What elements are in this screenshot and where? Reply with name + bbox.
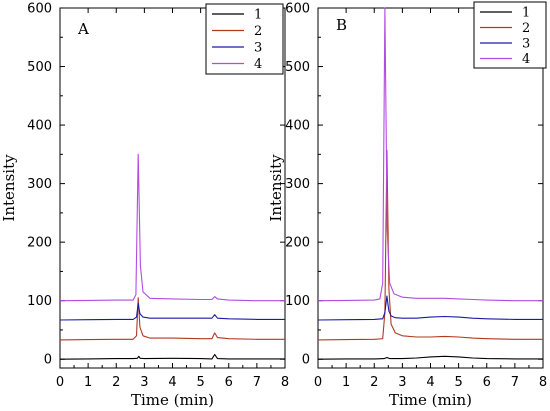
series-line-4	[59, 153, 285, 302]
y-tick-label: 100	[27, 294, 52, 309]
x-tick-label: 2	[370, 375, 378, 390]
x-tick-label: 8	[281, 375, 289, 390]
legend-label-1: 1	[522, 6, 530, 21]
x-tick-label: 0	[314, 375, 322, 390]
legend-label-3: 3	[522, 37, 530, 52]
series-line-3	[59, 303, 285, 321]
legend-label-2: 2	[522, 21, 530, 36]
x-tick-label: 6	[483, 375, 491, 390]
x-tick-label: 5	[196, 375, 204, 390]
y-tick-label: 400	[27, 119, 52, 134]
x-tick-label: 2	[112, 375, 120, 390]
series-line-2	[59, 297, 285, 341]
x-tick-label: 7	[511, 375, 519, 390]
x-tick-label: 7	[253, 375, 261, 390]
panel-label: A	[77, 20, 89, 38]
x-tick-label: 8	[539, 375, 547, 390]
y-tick-label: 100	[285, 294, 310, 309]
y-axis-title: Intensity	[0, 154, 18, 222]
y-tick-label: 0	[44, 353, 52, 368]
x-tick-label: 3	[140, 375, 148, 390]
x-tick-label: 6	[225, 375, 233, 390]
y-tick-label: 200	[285, 236, 310, 251]
series-line-2	[317, 149, 543, 341]
series-line-4	[317, 7, 543, 302]
series-line-1	[317, 355, 543, 360]
legend-label-3: 3	[254, 41, 262, 56]
x-axis-title: Time (min)	[131, 391, 214, 409]
y-tick-label: 600	[285, 2, 310, 17]
legend-label-4: 4	[254, 57, 262, 72]
legend-box	[205, 3, 284, 75]
x-tick-label: 0	[56, 375, 64, 390]
x-tick-label: 4	[168, 375, 176, 390]
y-tick-label: 200	[27, 236, 52, 251]
y-axis-title: Intensity	[267, 154, 285, 222]
y-tick-label: 300	[27, 177, 52, 192]
y-tick-label: 500	[285, 60, 310, 75]
x-tick-label: 1	[342, 375, 350, 390]
y-tick-label: 500	[27, 60, 52, 75]
y-tick-label: 300	[285, 177, 310, 192]
legend-label-4: 4	[522, 52, 530, 67]
series-line-3	[317, 295, 543, 321]
x-tick-label: 5	[454, 375, 462, 390]
legend: 12 34	[205, 3, 284, 75]
series-line-1	[59, 353, 285, 360]
legend-box	[473, 1, 547, 69]
x-axis-title: Time (min)	[389, 391, 472, 409]
x-tick-label: 1	[84, 375, 92, 390]
legend-label-1: 1	[254, 8, 262, 23]
legend-label-2: 2	[254, 24, 262, 39]
x-tick-label: 3	[398, 375, 406, 390]
x-tick-label: 4	[426, 375, 434, 390]
y-tick-label: 600	[27, 2, 52, 17]
y-tick-label: 400	[285, 119, 310, 134]
y-tick-label: 0	[302, 353, 310, 368]
panel-label: B	[336, 16, 347, 34]
